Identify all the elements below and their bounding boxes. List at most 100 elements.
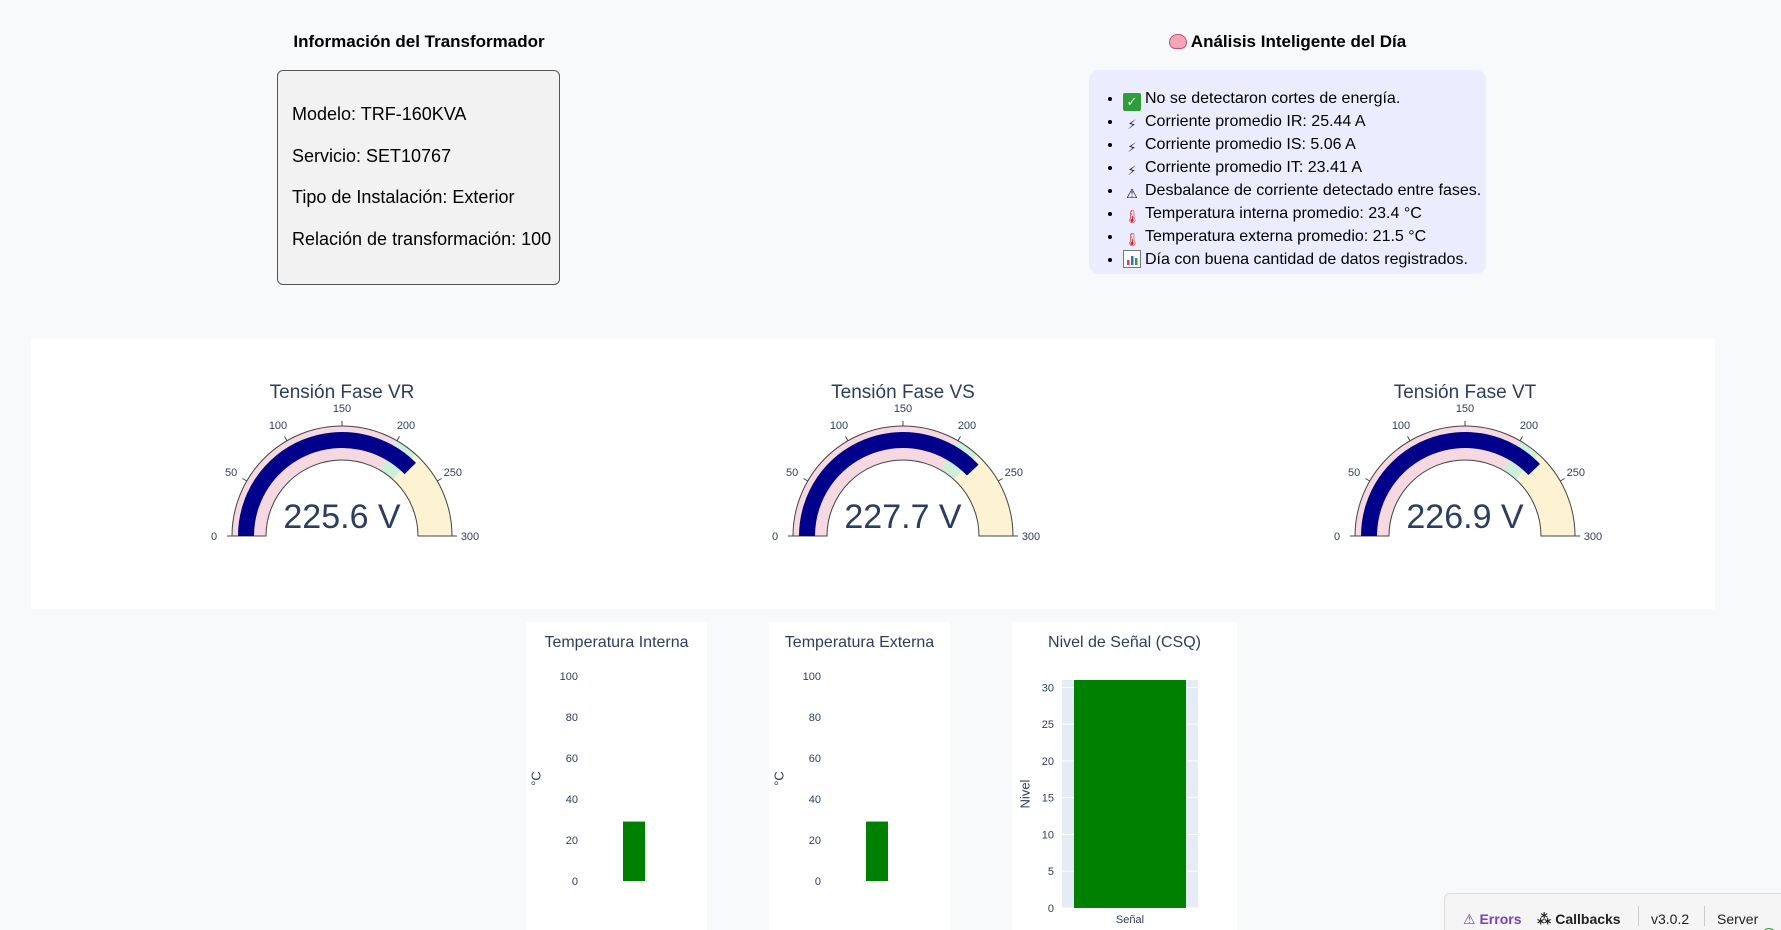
bar: [623, 821, 645, 881]
gauge-value: 225.6 V: [283, 498, 401, 536]
transformer-service: Servicio: SET10767: [292, 145, 452, 166]
y-tick-label: 100: [803, 671, 821, 683]
gauge-value: 227.7 V: [844, 498, 962, 536]
gauge-outline: [792, 425, 1014, 537]
analysis-item-text: Temperatura interna promedio: 23.4 °C: [1145, 205, 1422, 222]
analysis-item: 🌡 Temperatura externa promedio: 21.5 °C: [1123, 226, 1486, 249]
thermometer-icon: 🌡: [1123, 232, 1141, 247]
gauge-tick-label: 300: [1022, 531, 1040, 543]
chart-title: Temperatura Externa: [784, 634, 935, 651]
gauge-vt: Tensión Fase VT 0 50 100 150 200 250 300 226.9…: [1315, 339, 1615, 609]
chart-title: Nivel de Señal (CSQ): [1048, 634, 1201, 651]
gauge-tick-label: 50: [1348, 467, 1360, 479]
transformer-info-box: Modelo: TRF-160KVA Servicio: SET10767 Ti…: [277, 70, 560, 285]
gauge-tick-label: 300: [461, 531, 479, 543]
chart-svg: 0 5 10 15 20 25 30 Señal Nivel: [1017, 680, 1198, 926]
gauge-tick: [242, 478, 247, 482]
y-tick-label: 30: [1042, 682, 1054, 694]
signal-level-chart: Nivel de Señal (CSQ) 0 5 10 15 20 25 30 Señal Ni…: [1012, 622, 1237, 930]
gauge-tick-label: 250: [444, 467, 462, 479]
y-tick-label: 40: [566, 794, 578, 806]
plug-icon: ⚡: [1127, 117, 1137, 132]
gauge-bar: [1361, 432, 1540, 536]
internal-temperature-chart: Temperatura Interna 0 20 40 60 80 100 °C: [526, 622, 707, 930]
y-tick-label: 20: [566, 835, 578, 847]
gauge-svg: 0 50 100 150 200 250 300: [772, 403, 1040, 543]
gauge-tick-label: 150: [894, 403, 912, 415]
gauge-tick-label: 50: [225, 467, 237, 479]
server-label: Server: [1717, 911, 1759, 927]
gauge-step: [793, 426, 958, 536]
divider: [1704, 906, 1705, 926]
callbacks-button[interactable]: ⁂ Callbacks: [1537, 911, 1621, 927]
gauge-bar: [238, 432, 416, 536]
errors-button[interactable]: ⚠ Errors: [1463, 911, 1522, 927]
bar: [866, 821, 888, 881]
gauge-svg: 0 50 100 150 200 250 300: [1334, 403, 1602, 543]
gauge-tick-label: 200: [397, 420, 415, 432]
gauge-tick-label: 150: [333, 403, 351, 415]
gauge-tick-label: 250: [1567, 467, 1585, 479]
y-tick-label: 60: [809, 753, 821, 765]
gauge-outline: [231, 425, 453, 537]
y-axis-label: Nivel: [1017, 779, 1032, 808]
gauge-step: [1515, 454, 1575, 536]
gauge-tick-label: 50: [786, 467, 798, 479]
y-tick-label: 100: [560, 671, 578, 683]
gauge-tick-label: 100: [269, 420, 287, 432]
transformer-ratio: Relación de transformación: 100: [292, 228, 552, 249]
gauge-bar: [799, 432, 979, 536]
gauge-tick: [1519, 436, 1523, 441]
plug-icon: ⚡: [1127, 163, 1137, 178]
gauge-tick-label: 0: [1334, 531, 1340, 543]
y-tick-label: 5: [1048, 866, 1054, 878]
divider: [1638, 906, 1639, 926]
warning-icon: ⚠: [1126, 186, 1138, 201]
y-axis-label: °C: [528, 771, 543, 786]
y-tick-label: 60: [566, 753, 578, 765]
server-status-button[interactable]: Server✓: [1717, 911, 1777, 930]
transformer-model: Modelo: TRF-160KVA: [292, 104, 467, 124]
gauge-tick-label: 150: [1456, 403, 1474, 415]
analysis-item-text: Temperatura externa promedio: 21.5 °C: [1145, 228, 1427, 245]
gauge-tick-label: 250: [1005, 467, 1023, 479]
callbacks-label: Callbacks: [1555, 911, 1621, 927]
gauge-title: Tensión Fase VR: [269, 382, 415, 403]
x-tick-label: Señal: [1116, 914, 1144, 926]
gauge-step: [392, 454, 452, 536]
chart-svg: 0 20 40 60 80 100 °C: [771, 671, 888, 888]
analysis-list: ✓No se detectaron cortes de energía. ⚡ Cor…: [1109, 88, 1486, 270]
plug-icon: ⚡: [1127, 140, 1137, 155]
voltage-gauges-panel: Tensión Fase VR 0 50 100 150 200 250 300 225.6…: [31, 339, 1715, 609]
gauge-tick: [1365, 478, 1370, 482]
gauge-tick: [284, 436, 288, 441]
analysis-item-text: Desbalance de corriente detectado entre …: [1145, 182, 1482, 199]
gauge-tick-label: 0: [211, 531, 217, 543]
analysis-item-text: Corriente promedio IS: 5.06 A: [1145, 136, 1356, 153]
y-tick-label: 80: [566, 712, 578, 724]
gauge-step: [953, 454, 1013, 536]
chart-title: Temperatura Interna: [544, 634, 689, 651]
analysis-item: ⚡ Corriente promedio IR: 25.44 A: [1123, 111, 1486, 134]
gauge-tick-label: 100: [830, 420, 848, 432]
gauge-step: [232, 426, 397, 536]
y-tick-label: 15: [1042, 793, 1054, 805]
y-axis-label: °C: [771, 771, 786, 786]
brain-icon: [1168, 34, 1187, 49]
dash-devtools-bar: ⚠ Errors ⁂ Callbacks v3.0.2 Server✓: [1444, 893, 1781, 930]
version-label: v3.0.2: [1651, 911, 1690, 927]
bar: [1074, 680, 1186, 908]
transformer-installation: Tipo de Instalación: Exterior: [292, 187, 515, 207]
y-tick-label: 20: [1042, 756, 1054, 768]
y-tick-label: 0: [1048, 903, 1054, 915]
gauge-tick-label: 100: [1392, 420, 1410, 432]
analysis-title: Análisis Inteligente del Día: [1089, 32, 1486, 52]
gauge-step: [1355, 426, 1520, 536]
y-tick-label: 0: [572, 876, 578, 888]
gauge-svg: 0 50 100 150 200 250 300: [211, 403, 479, 543]
analysis-item: 🌡 Temperatura interna promedio: 23.4 °C: [1123, 203, 1486, 226]
errors-label: Errors: [1479, 911, 1522, 927]
analysis-item-text: Corriente promedio IR: 25.44 A: [1145, 113, 1366, 130]
gauge-tick: [1407, 436, 1411, 441]
analysis-item: ⚠ Desbalance de corriente detectado entre…: [1123, 180, 1486, 203]
